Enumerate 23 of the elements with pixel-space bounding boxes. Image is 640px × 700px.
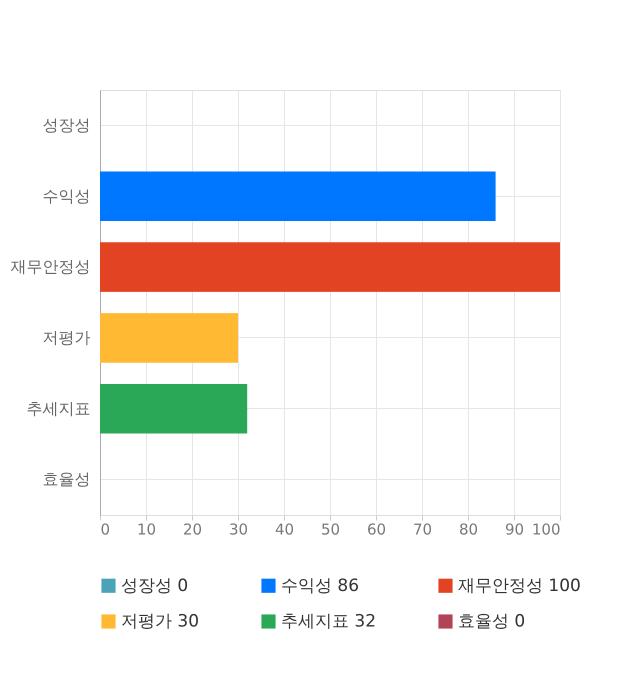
x-tick-label: 90 — [504, 520, 524, 538]
y-tick-label: 저평가 — [42, 328, 90, 347]
x-tick-label: 20 — [182, 520, 202, 538]
x-tick-label: 0 — [100, 520, 110, 538]
legend-label: 추세지표 32 — [281, 612, 376, 632]
legend-label: 성장성 0 — [121, 576, 188, 596]
y-tick-label: 효율성 — [42, 470, 90, 489]
y-tick-label: 추세지표 — [26, 398, 90, 418]
x-tick-label: 80 — [458, 520, 478, 538]
x-tick-label: 40 — [274, 520, 294, 538]
legend-label: 효율성 0 — [458, 612, 526, 632]
legend-label: 재무안정성 100 — [458, 576, 581, 596]
legend-label: 수익성 86 — [281, 576, 360, 596]
x-tick-label: 10 — [136, 520, 156, 538]
y-tick-label: 성장성 — [42, 115, 90, 134]
y-tick-label: 수익성 — [42, 186, 90, 206]
x-tick-label: 30 — [228, 520, 248, 538]
legend-label: 저평가 30 — [121, 612, 200, 632]
y-tick-label: 재무안정성 — [10, 257, 90, 276]
x-tick-label: 70 — [412, 520, 432, 538]
x-tick-label: 60 — [366, 520, 386, 538]
x-tick-label: 100 — [532, 520, 560, 538]
x-tick-label: 50 — [320, 520, 340, 538]
